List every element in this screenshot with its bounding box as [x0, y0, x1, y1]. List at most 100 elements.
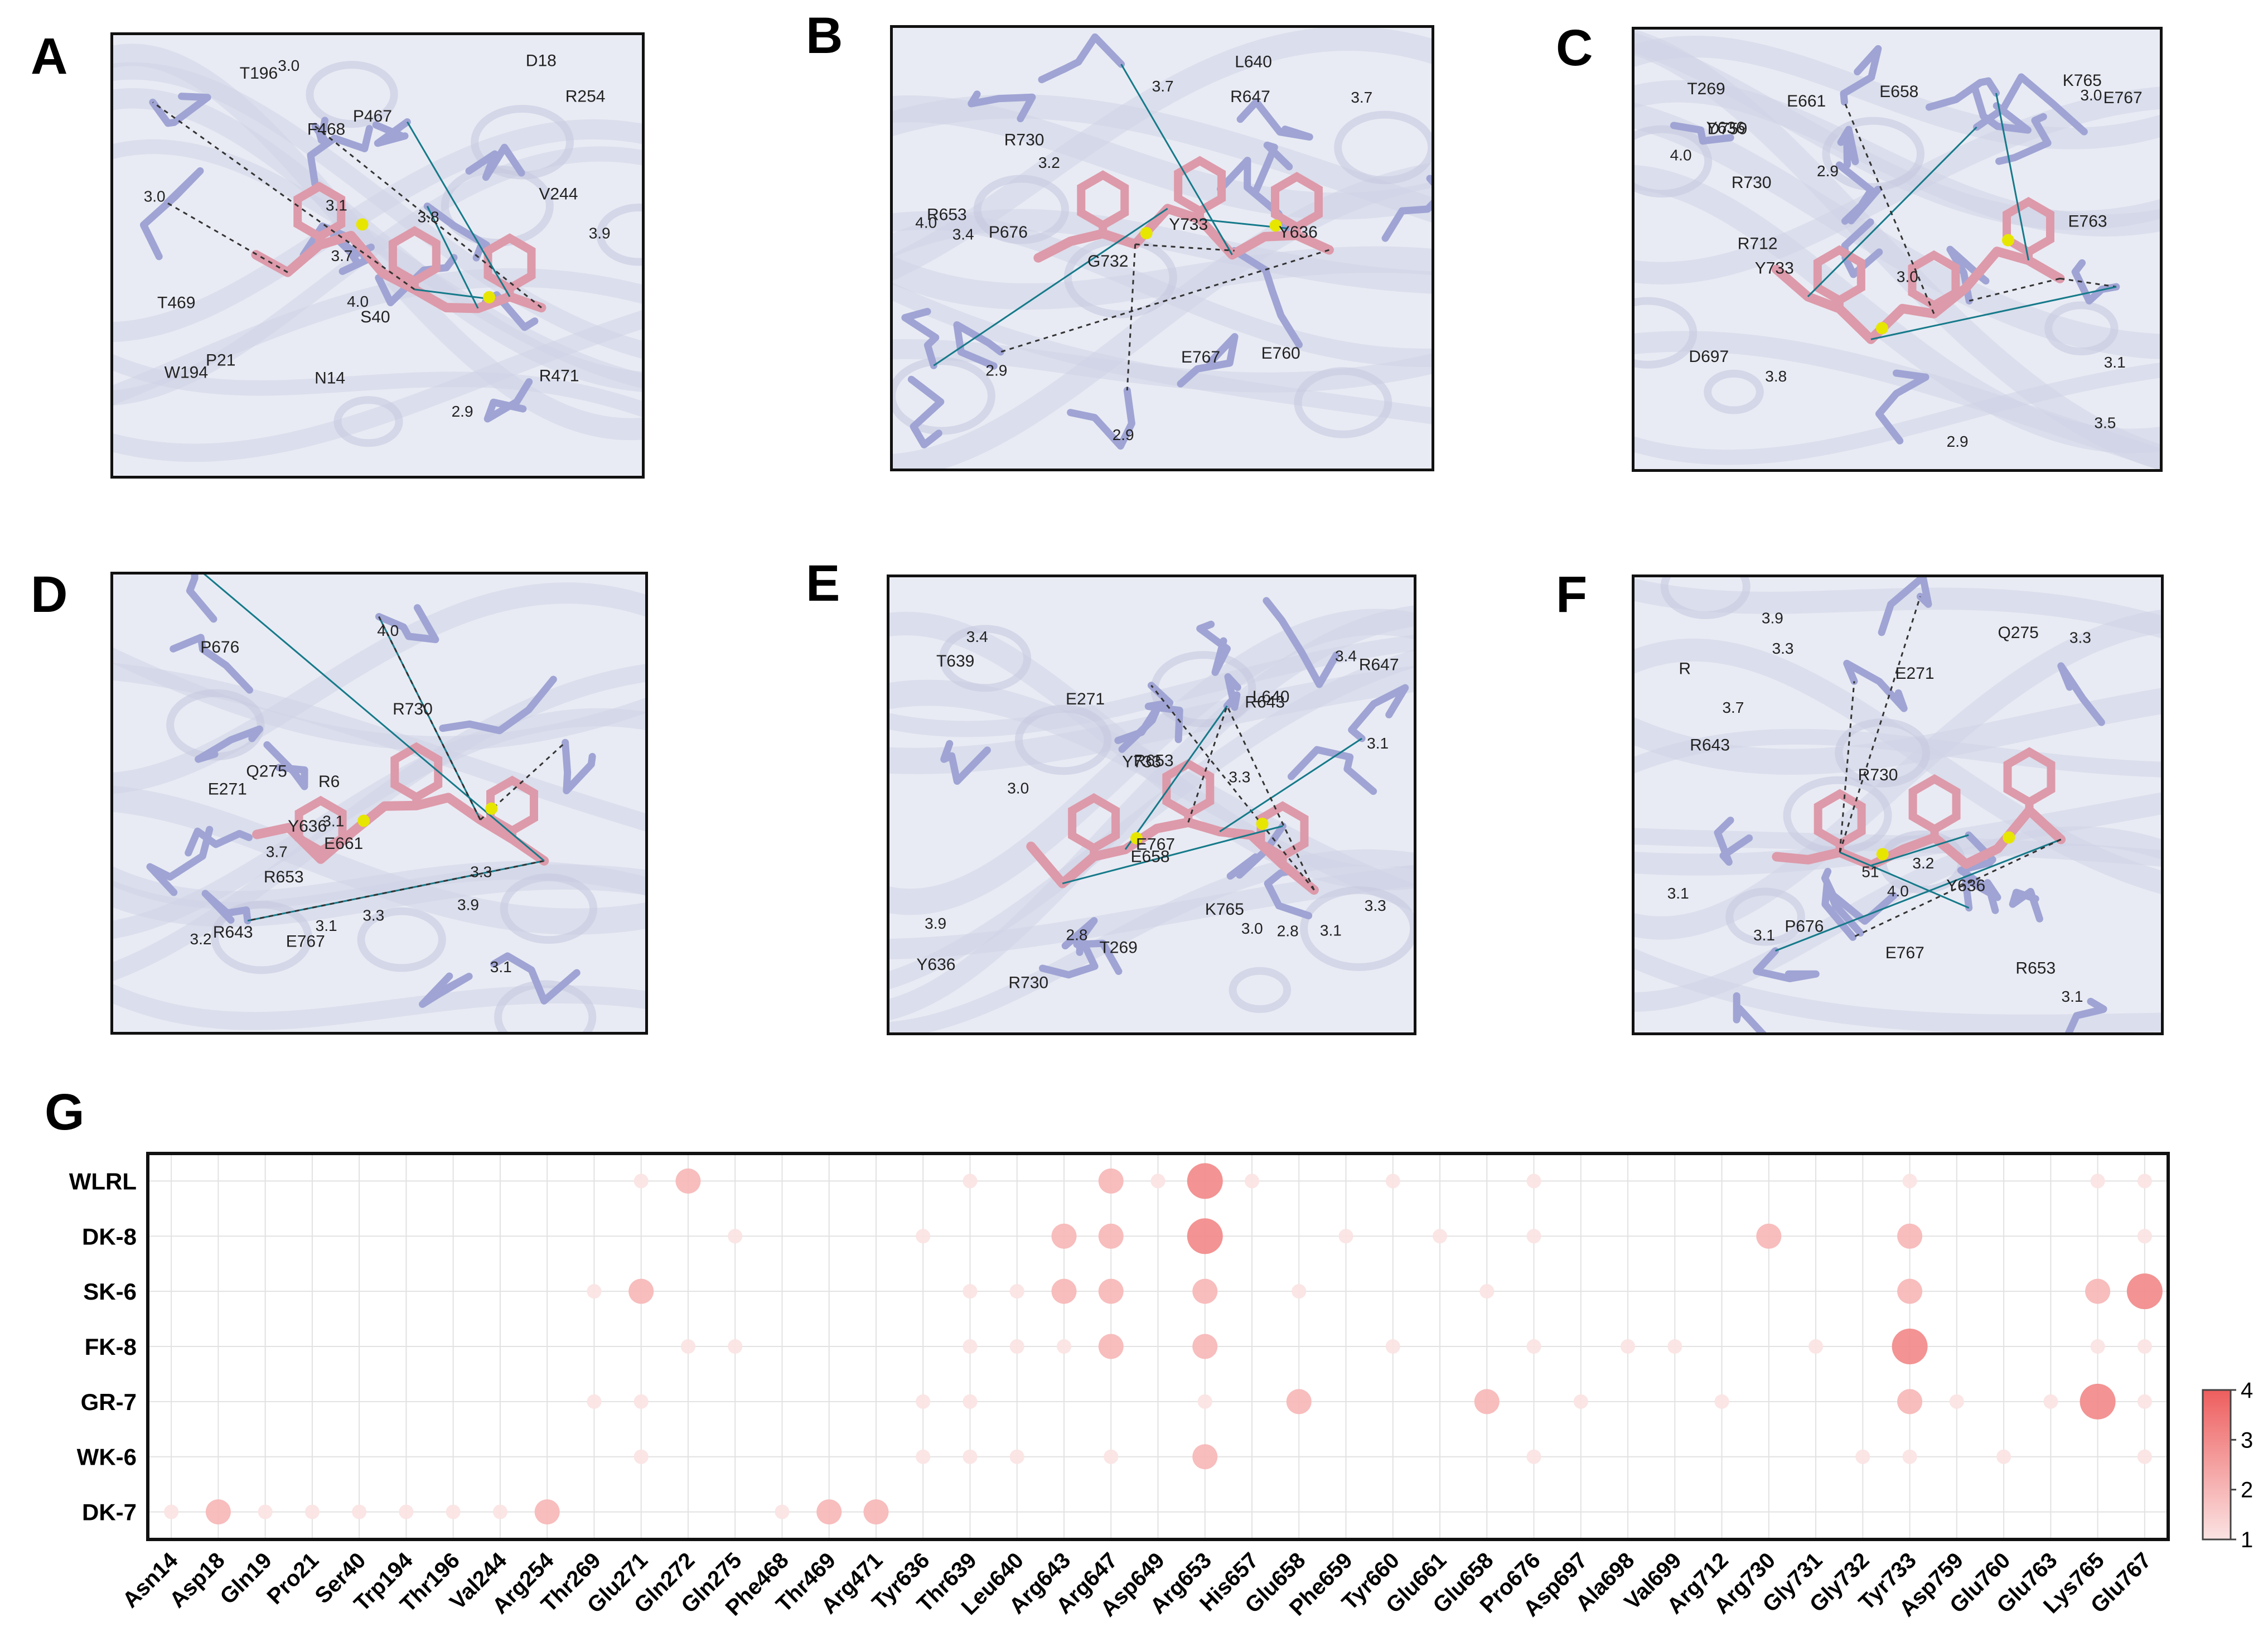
polar-contact-line: [315, 125, 542, 308]
residue-label: R653: [1134, 751, 1174, 770]
polar-contact-line: [1852, 838, 2062, 938]
data-bubble: [1667, 1339, 1682, 1354]
data-bubble: [2080, 1383, 2116, 1420]
residue-label: R471: [539, 366, 579, 385]
protein-helix-coil: [1634, 297, 1698, 369]
distance-label: 3.7: [1351, 89, 1372, 106]
data-bubble: [1338, 1229, 1353, 1244]
distance-label: 3.3: [362, 907, 384, 924]
residue-stick: [2009, 887, 2043, 923]
hydrogen-bond-line: [1870, 286, 2117, 340]
protein-cartoon-ribbon: [1634, 35, 2160, 149]
sulfur-atom: [1269, 219, 1282, 232]
residue-label: Q275: [246, 762, 287, 781]
residue-label: E760: [1261, 344, 1300, 363]
interaction-bubble-chart: WLRLDK-8SK-6FK-8GR-7WK-6DK-7Asn14Asp18Gl…: [69, 1152, 2253, 1621]
data-bubble: [1855, 1449, 1870, 1464]
polar-contact-line: [1226, 705, 1315, 891]
residue-label: P676: [1785, 917, 1824, 935]
residue-label: Y636: [1279, 223, 1318, 242]
residue-label: R643: [213, 923, 253, 942]
residue-label: Y636: [1706, 119, 1745, 137]
protein-helix-coil: [939, 625, 1032, 692]
protein-cartoon-ribbon: [113, 44, 642, 441]
distance-label: 3.8: [418, 209, 439, 226]
data-bubble: [1192, 1334, 1218, 1359]
sulfur-atom: [485, 802, 498, 815]
protein-helix-coil: [494, 980, 597, 1032]
residue-stick: [149, 93, 211, 127]
protein-helix-coil: [1725, 887, 1805, 946]
data-bubble: [2137, 1174, 2152, 1189]
structure-view-f: Y636 E767 R730 P676 3.7 3.9 3.3 3.2 3.3 3.1 R643 R6…: [1634, 577, 2161, 1032]
data-bubble: [1051, 1278, 1077, 1304]
residue-label: E658: [1879, 83, 1918, 101]
data-bubble: [680, 1339, 695, 1354]
residue-stick: [1843, 659, 1908, 712]
distance-label: 3.3: [1772, 640, 1794, 657]
residue-stick: [1925, 77, 2000, 111]
data-bubble: [816, 1499, 842, 1525]
hydrogen-bond-line: [1124, 705, 1228, 850]
structure-view-c: R712 3.8 D759 D697 2.9 3.0 3.5 E763 E661 R730 Y733…: [1634, 30, 2160, 469]
protein-helix-coil: [1229, 967, 1292, 1013]
residue-label: R730: [1858, 766, 1898, 784]
residue-label: P676: [989, 223, 1028, 242]
column-label: Gln19: [215, 1548, 277, 1609]
data-bubble: [1897, 1223, 1923, 1249]
data-bubble: [916, 1394, 931, 1409]
residue-stick: [1670, 122, 1734, 145]
data-bubble: [1897, 1278, 1923, 1304]
residue-stick: [1177, 333, 1239, 388]
distance-label: 2.9: [1947, 433, 1969, 450]
protein-helix-coil: [2044, 301, 2119, 356]
structure-view-d: Y636 E767 R730 P676 3.7 3.9 3.3 3.2 3.3 3.1 R643 R6…: [113, 575, 645, 1032]
sulfur-atom: [1130, 832, 1143, 844]
protein-cartoon-ribbon: [893, 95, 1432, 220]
residue-label: S40: [360, 308, 390, 326]
data-bubble: [1385, 1339, 1400, 1354]
data-bubble: [1051, 1223, 1077, 1249]
residue-stick: [375, 604, 439, 644]
polar-contact-line: [378, 616, 481, 820]
data-bubble: [258, 1504, 273, 1519]
residue-label: E767: [2103, 89, 2143, 107]
data-bubble: [2137, 1229, 2152, 1244]
protein-cartoon-ribbon: [1634, 826, 2161, 1012]
data-bubble: [1098, 1334, 1124, 1359]
distance-label: 3.1: [490, 958, 512, 976]
distance-label: 3.4: [952, 225, 974, 243]
hydrogen-bond-line: [1839, 851, 1970, 909]
protein-cartoon-ribbon: [113, 785, 645, 935]
residue-label: E763: [2068, 212, 2107, 230]
distance-label: 3.1: [326, 197, 347, 214]
residue-stick: [146, 826, 214, 896]
hydrogen-bond-line: [1120, 64, 1233, 255]
residue-label: E767: [1181, 348, 1220, 366]
distance-label: 4.0: [915, 214, 937, 231]
data-bubble: [1902, 1449, 1917, 1464]
residue-stick: [307, 124, 373, 188]
protein-cartoon-ribbon: [893, 339, 1432, 393]
residue-label: R730: [1008, 973, 1048, 992]
panel-letter-d: D: [31, 566, 68, 623]
sulfur-atom: [2003, 831, 2015, 844]
distance-label: 3.9: [589, 224, 611, 242]
ligand-backbone: [1772, 805, 2066, 870]
distance-label: 3.0: [144, 188, 166, 205]
data-bubble: [1433, 1229, 1448, 1244]
column-label: Pro21: [263, 1548, 324, 1609]
residue-stick: [1840, 45, 1882, 106]
residue-stick: [185, 827, 253, 857]
distance-label: 4.0: [1670, 146, 1692, 163]
residue-label: R643: [1245, 693, 1285, 712]
polar-contact-line: [1969, 277, 2061, 302]
row-label: DK-8: [82, 1223, 137, 1249]
data-bubble: [205, 1499, 231, 1525]
row-label: FK-8: [85, 1334, 137, 1360]
protein-helix-coil: [1300, 886, 1414, 971]
data-bubble: [1192, 1278, 1218, 1304]
panel-letter-g: G: [45, 1084, 85, 1141]
protein-helix-coil: [210, 900, 312, 974]
protein-cartoon-ribbon: [113, 268, 642, 405]
